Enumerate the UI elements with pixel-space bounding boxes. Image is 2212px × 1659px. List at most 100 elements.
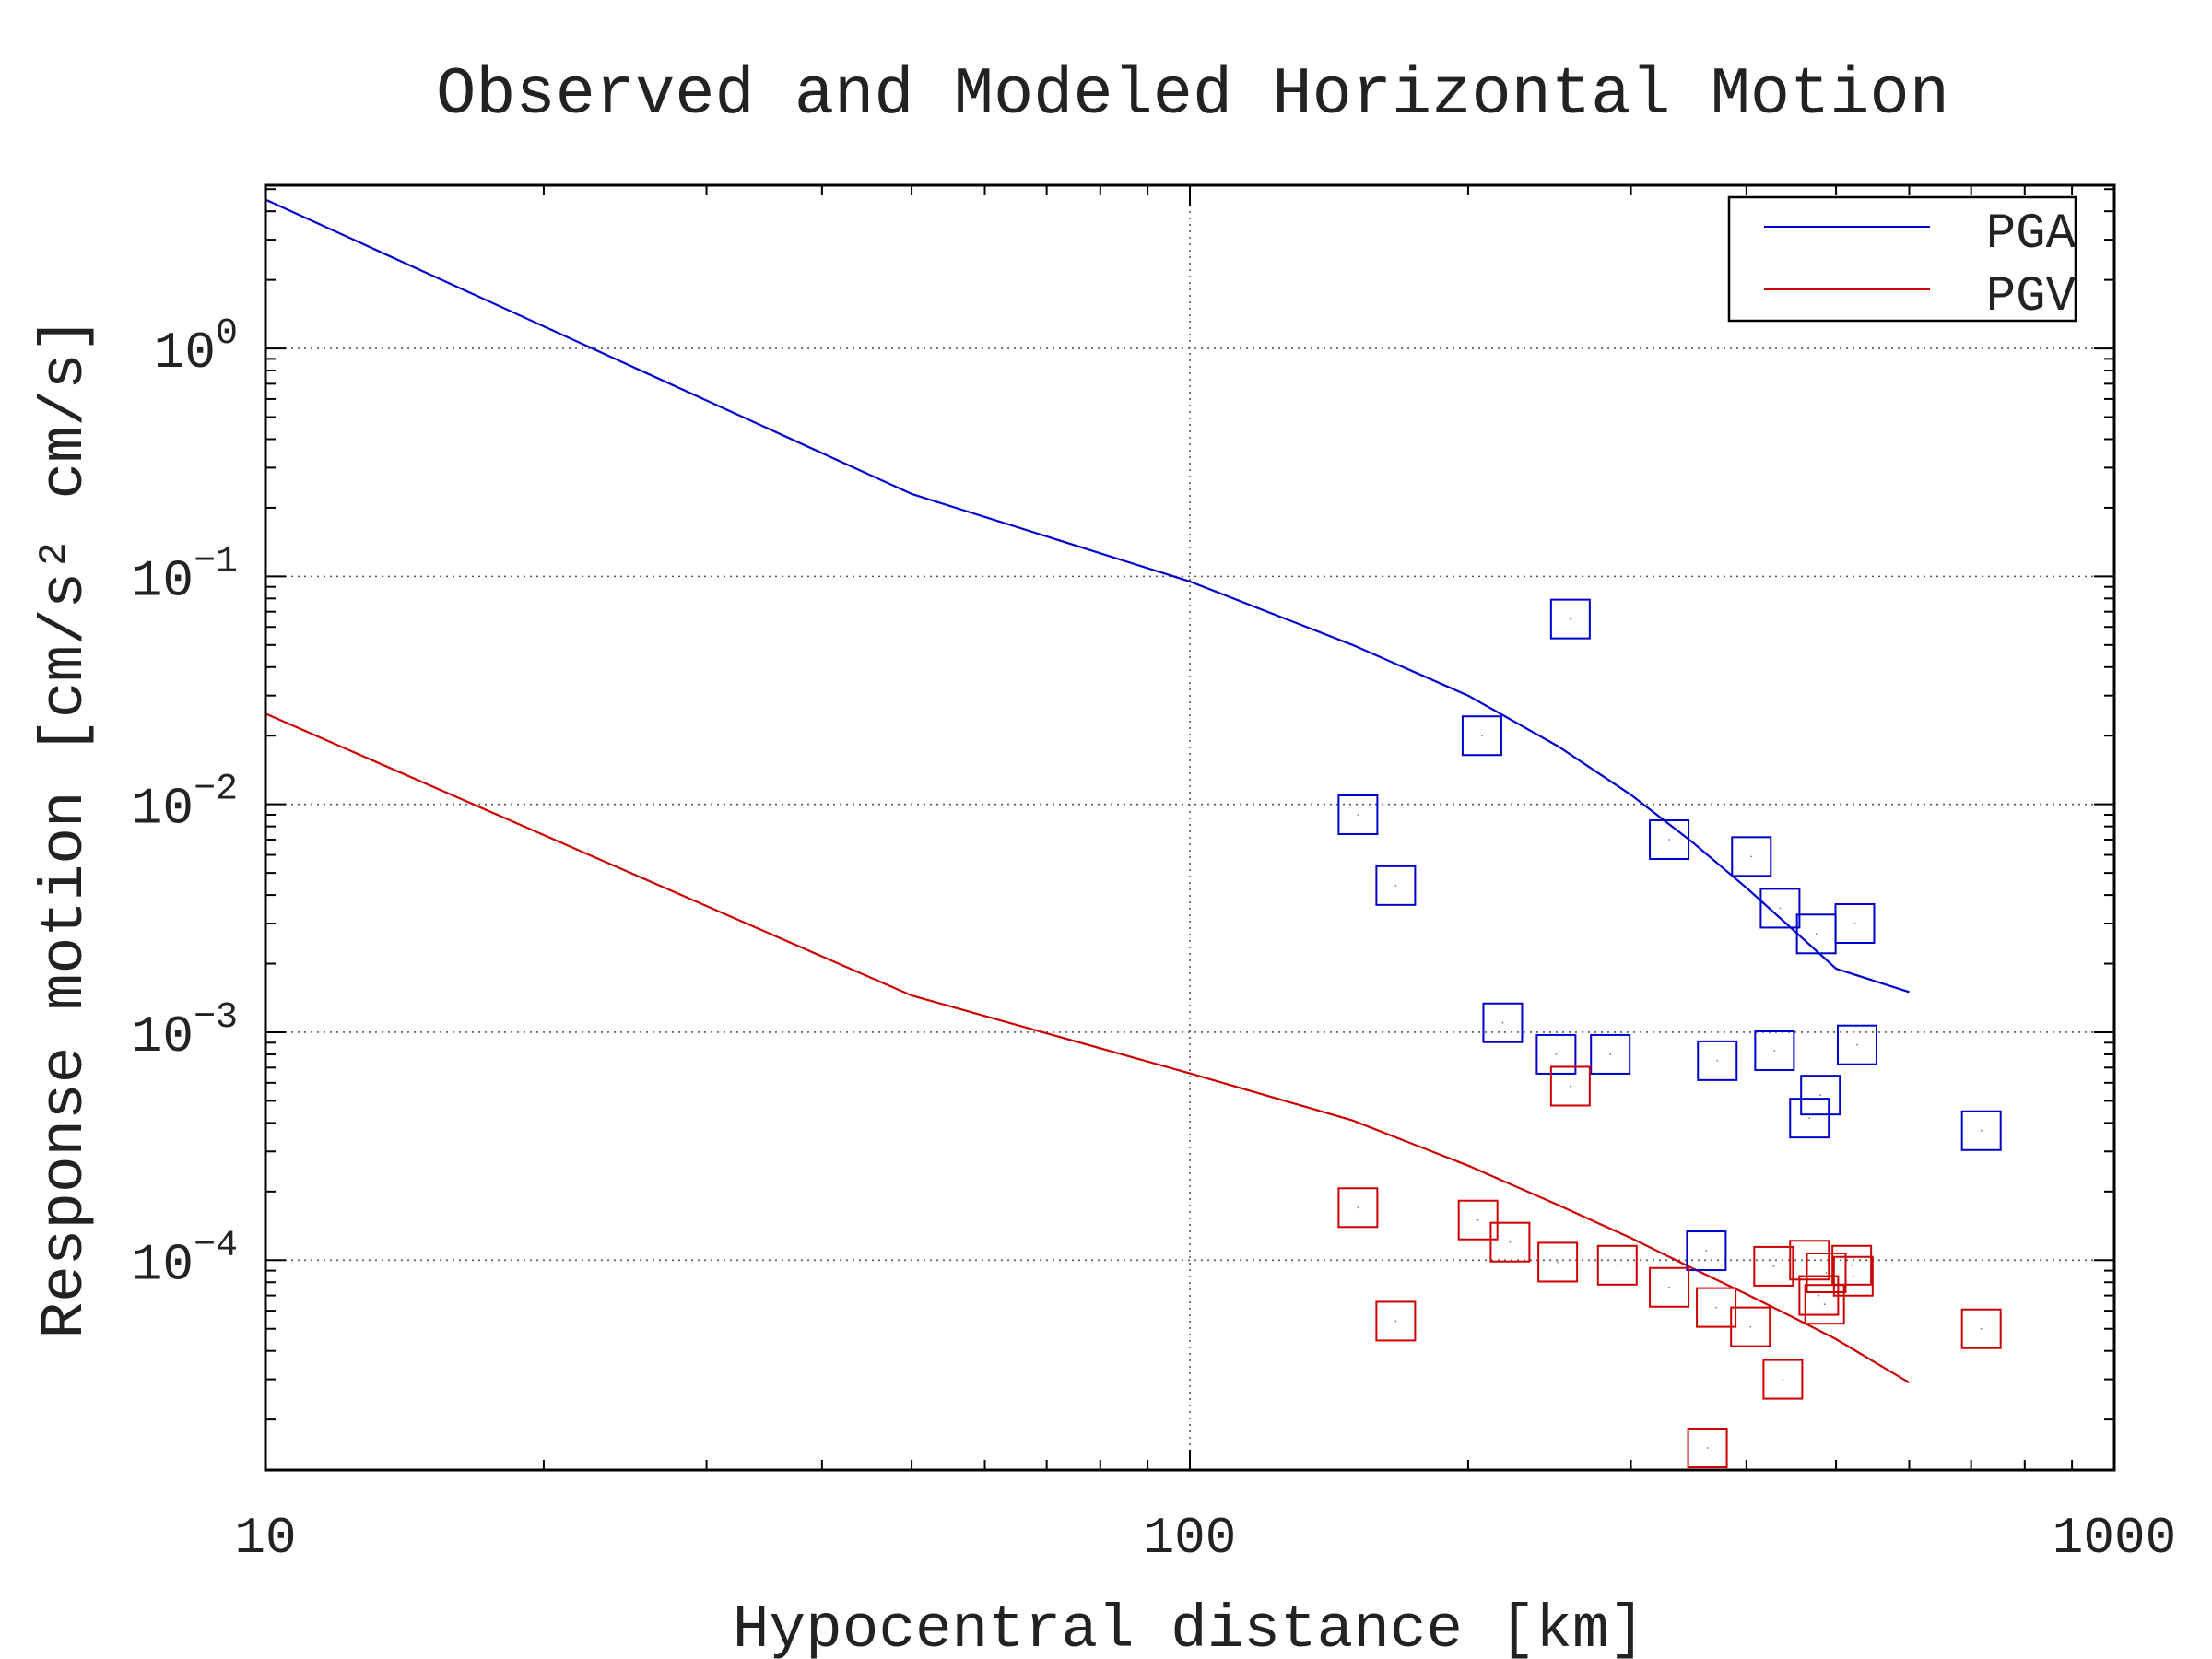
data-point-pga: [1549, 598, 1591, 640]
data-point-pgv: [1831, 1244, 1873, 1286]
series-line-pga: [265, 198, 1910, 994]
data-point-center-dot: [1668, 1286, 1670, 1288]
data-point-center-dot: [1705, 1250, 1708, 1252]
data-point-center-dot: [1818, 1294, 1820, 1297]
data-point-center-dot: [1394, 1320, 1397, 1323]
y-tick-label: 10−1: [132, 541, 238, 610]
plot-frame: [264, 183, 2116, 1472]
data-point-center-dot: [1716, 1059, 1719, 1062]
data-point-center-dot: [1852, 1275, 1854, 1277]
data-point-pga: [1759, 888, 1801, 929]
y-tick-labels: 100 10−1 10−2 10−3 10−4: [132, 313, 238, 1294]
data-point-pga: [1535, 1033, 1577, 1075]
data-point-pga: [1375, 865, 1417, 906]
x-tick-label: 10: [234, 1509, 296, 1568]
y-tick-label: 100: [154, 313, 238, 382]
data-point-center-dot: [1357, 814, 1359, 816]
data-point-center-dot: [1772, 1265, 1775, 1267]
data-point-center-dot: [1706, 1447, 1709, 1449]
data-point-pga: [1834, 902, 1876, 944]
data-point-center-dot: [1557, 1261, 1559, 1264]
data-point-pga: [1482, 1002, 1524, 1043]
data-point-pgv: [1649, 1266, 1690, 1308]
data-point-center-dot: [1853, 923, 1856, 924]
data-point-pgv: [1789, 1240, 1830, 1281]
data-point-pgv: [1753, 1245, 1794, 1287]
data-point-pgv: [1549, 1065, 1591, 1107]
data-point-center-dot: [1555, 1053, 1558, 1055]
data-point-center-dot: [1815, 933, 1818, 935]
data-point-center-dot: [1782, 1378, 1784, 1381]
data-point-pga: [1800, 1075, 1841, 1116]
legend: PGA PGV: [1727, 195, 2077, 325]
data-point-center-dot: [1750, 855, 1753, 858]
data-point-center-dot: [1856, 1043, 1858, 1046]
legend-box: [1727, 195, 2077, 323]
data-point-pga: [1731, 836, 1772, 877]
data-point-pgv: [1804, 1284, 1845, 1325]
axis-ticks: [265, 185, 2115, 1470]
data-point-pgv: [1596, 1244, 1638, 1286]
series-line-pgv: [265, 712, 1911, 1384]
grid: [265, 185, 2114, 1470]
data-point-center-dot: [1569, 1085, 1571, 1088]
data-point-pga: [1754, 1030, 1795, 1071]
y-tick-label: 10−3: [132, 997, 238, 1066]
data-point-center-dot: [1609, 1053, 1612, 1055]
data-point-pgv: [1806, 1253, 1847, 1294]
data-point-pgv: [1762, 1359, 1804, 1400]
data-point-center-dot: [1509, 1241, 1512, 1243]
data-point-pga: [1960, 1110, 2002, 1151]
data-point-center-dot: [1616, 1264, 1618, 1266]
data-point-pga: [1590, 1033, 1631, 1075]
data-point-center-dot: [1715, 1306, 1717, 1309]
data-point-pgv: [1457, 1199, 1499, 1241]
data-point-pga: [1649, 818, 1690, 860]
x-tick-labels: 10 100 1000: [234, 1509, 2176, 1568]
legend-label-pgv: PGV: [1986, 269, 2077, 325]
x-tick-label: 1000: [2053, 1509, 2176, 1568]
data-point-pga: [1789, 1098, 1830, 1139]
data-point-center-dot: [1980, 1129, 1983, 1132]
data-point-pga: [1337, 794, 1379, 835]
data-point-center-dot: [1779, 907, 1782, 910]
data-point-center-dot: [1501, 1021, 1504, 1024]
data-point-pga: [1686, 1230, 1727, 1272]
data-point-center-dot: [1394, 884, 1397, 887]
data-point-pga: [1836, 1024, 1877, 1065]
chart-title: Observed and Modeled Horizontal Motion: [436, 57, 1949, 133]
data-point-center-dot: [1668, 839, 1670, 841]
data-point-center-dot: [1980, 1327, 1983, 1330]
data-point-pgv: [1489, 1221, 1531, 1263]
data-point-center-dot: [1808, 1117, 1811, 1120]
data-point-center-dot: [1477, 1218, 1479, 1221]
data-point-center-dot: [1749, 1325, 1752, 1328]
data-point-center-dot: [1851, 1264, 1853, 1266]
data-point-center-dot: [1825, 1272, 1828, 1274]
y-tick-label: 10−4: [132, 1225, 238, 1294]
y-tick-label: 10−2: [132, 770, 238, 839]
data-point-center-dot: [1823, 1303, 1826, 1306]
data-point-pgv: [1832, 1255, 1874, 1297]
data-point-pgv: [1687, 1428, 1728, 1469]
data-point-center-dot: [1773, 1050, 1776, 1052]
data-point-pga: [1697, 1040, 1738, 1081]
data-point-center-dot: [1569, 618, 1571, 620]
data-point-pgv: [1537, 1241, 1579, 1283]
legend-label-pga: PGA: [1986, 206, 2077, 263]
x-tick-label: 100: [1144, 1509, 1237, 1568]
data-point-center-dot: [1481, 735, 1483, 737]
data-point-pgv: [1730, 1306, 1771, 1347]
data-point-center-dot: [1819, 1094, 1822, 1097]
data-point-pgv: [1960, 1308, 2002, 1349]
data-point-pgv: [1337, 1187, 1379, 1229]
data-point-center-dot: [1357, 1206, 1359, 1209]
data-markers: [1337, 598, 2002, 1469]
y-axis-label: Response motion [cm/s² cm/s]: [30, 317, 100, 1339]
data-point-pgv: [1375, 1300, 1417, 1342]
data-point-center-dot: [1808, 1259, 1811, 1262]
x-axis-label: Hypocentral distance [km]: [733, 1595, 1645, 1659]
data-point-pga: [1461, 715, 1502, 757]
series-lines: [265, 198, 1911, 1384]
